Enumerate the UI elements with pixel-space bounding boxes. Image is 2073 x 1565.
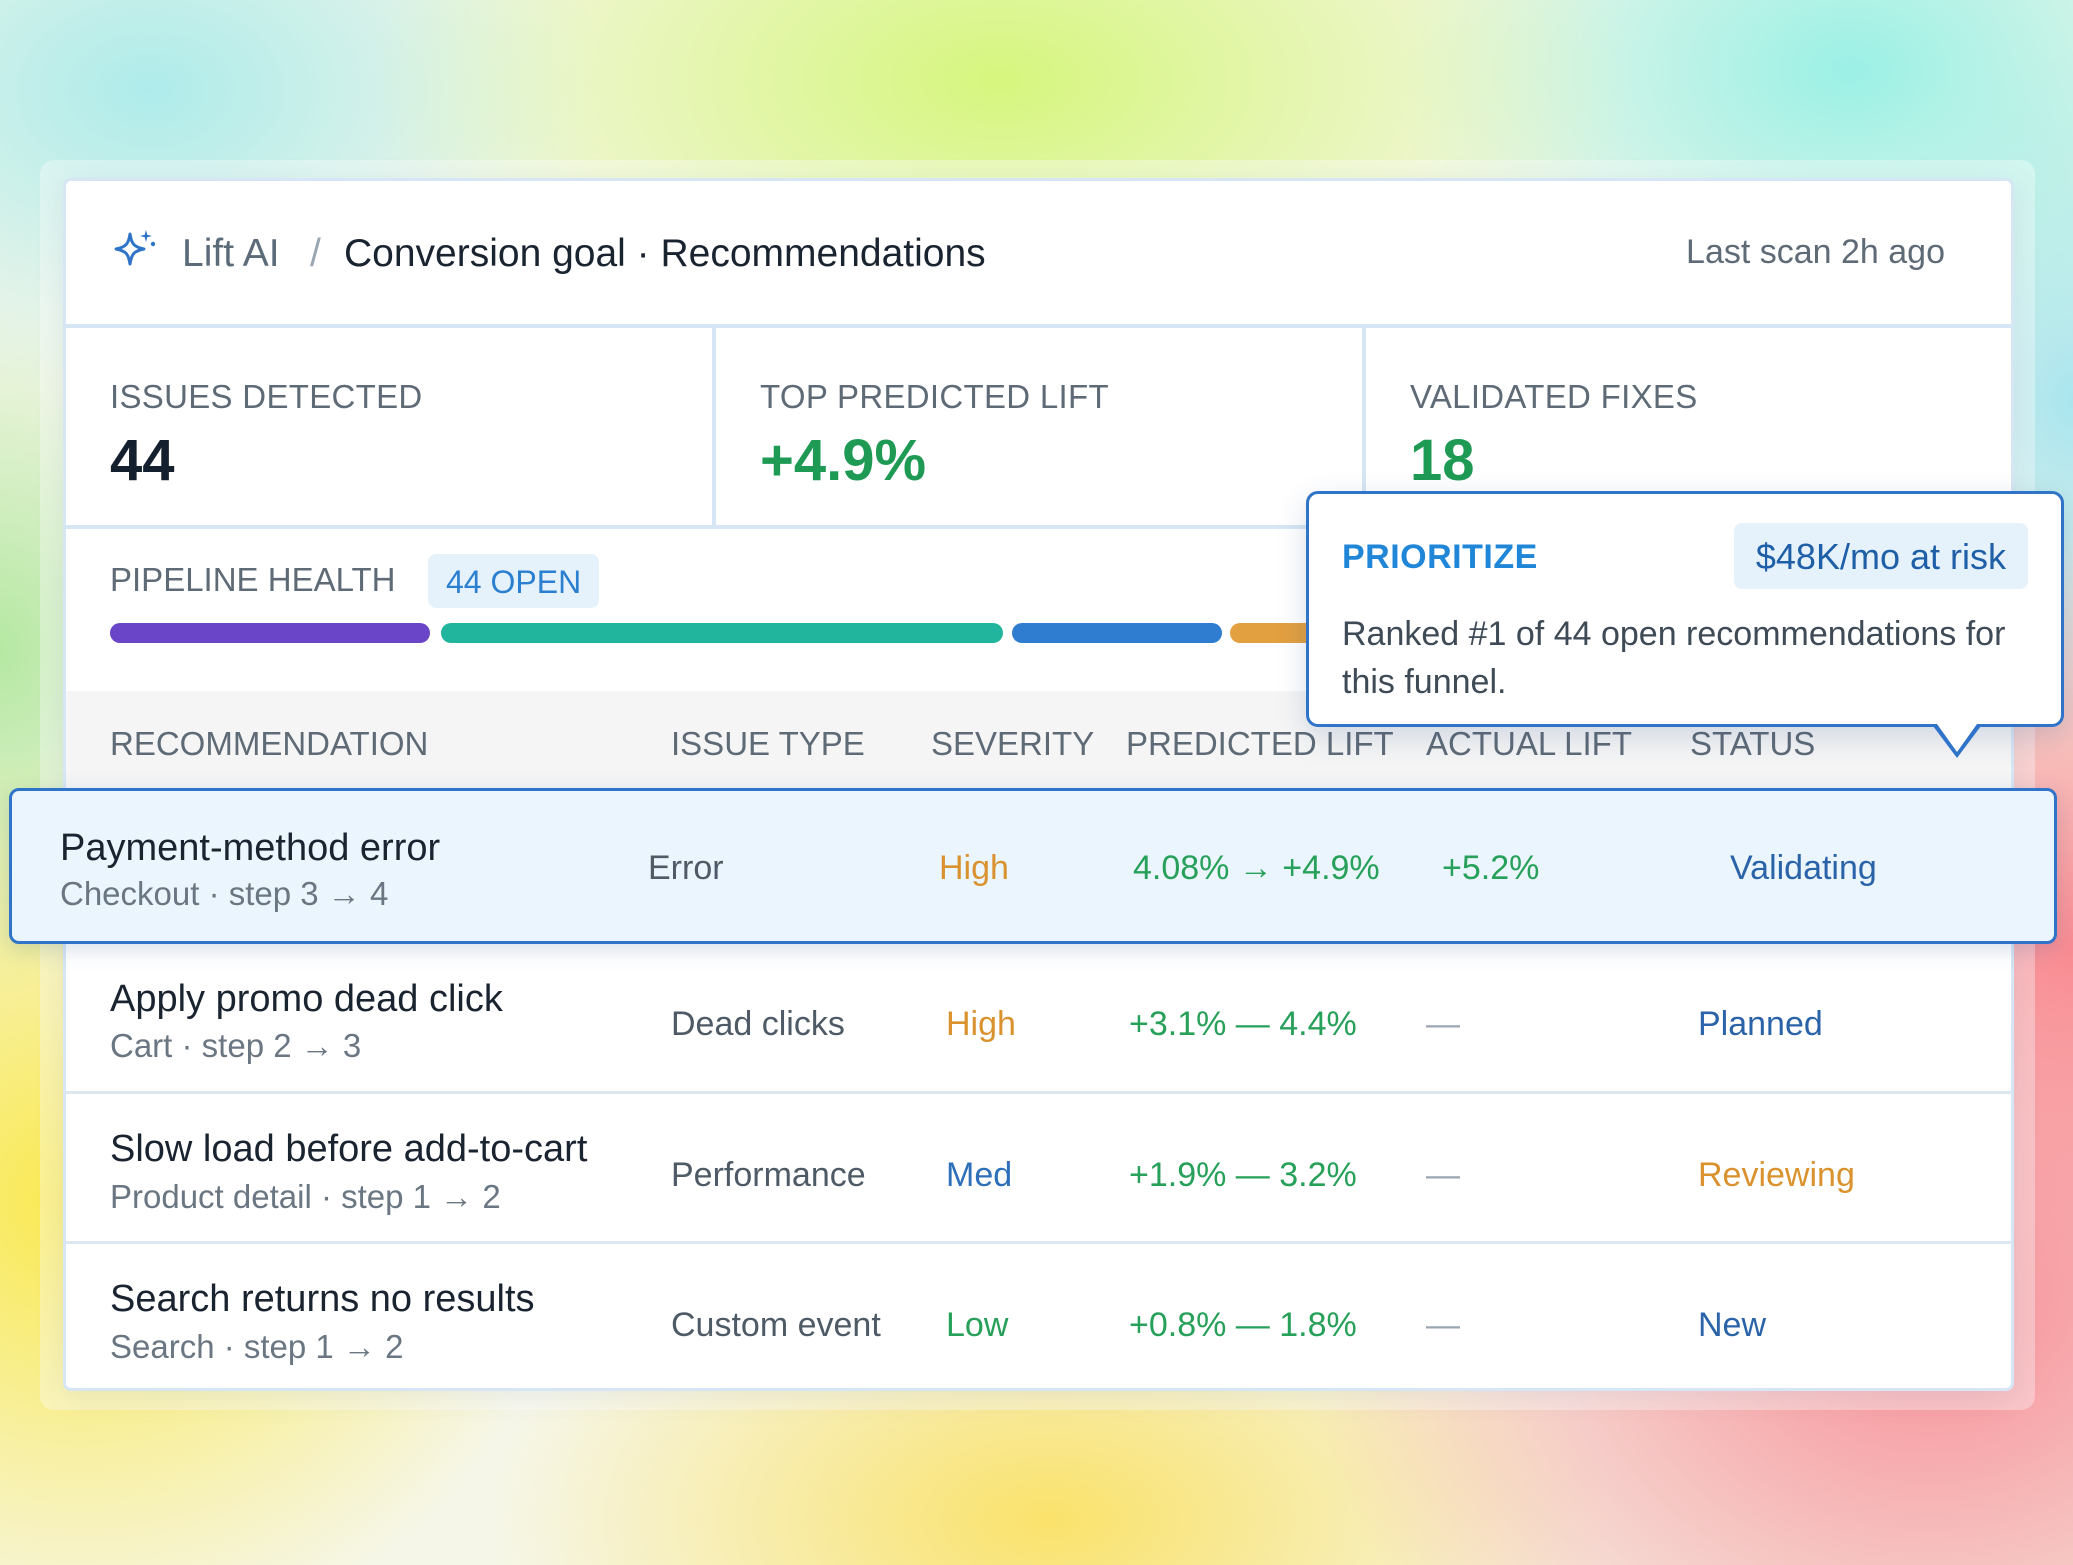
tooltip-body: Ranked #1 of 44 open recommendations for…: [1342, 615, 2006, 701]
stat-value: 18: [1410, 428, 1475, 493]
predicted-lift: +3.1% — 4.4%: [1129, 1005, 1357, 1043]
severity-label: Med: [946, 1156, 1013, 1194]
predicted-lift: +1.9% — 3.2%: [1129, 1156, 1357, 1194]
breadcrumb-separator: /: [310, 232, 321, 275]
header-bar: Lift AI / Conversion goal · Recommendati…: [66, 181, 2011, 324]
actual-lift: +5.2%: [1442, 849, 1540, 887]
stats-divider: [66, 525, 2011, 529]
predicted-lift: +0.8% — 1.8%: [1129, 1306, 1357, 1344]
recommendation-step: Product detail · step 1 → 2: [110, 1178, 501, 1215]
recommendation-step: Checkout · step 3 → 4: [60, 875, 389, 912]
stat-top-predicted-lift: TOP PREDICTED LIFT +4.9%: [716, 328, 1362, 525]
pipeline-segment: [110, 623, 430, 643]
predicted-lift: 4.08% → +4.9%: [1133, 849, 1380, 887]
open-count-badge: 44 OPEN: [428, 554, 600, 608]
table-row[interactable]: Apply promo dead click Cart · step 2 → 3…: [66, 943, 2011, 1093]
severity-label: High: [939, 849, 1009, 887]
actual-lift: —: [1426, 1156, 1460, 1194]
breadcrumb-app[interactable]: Lift AI: [182, 232, 280, 275]
stat-label: ISSUES DETECTED: [110, 378, 423, 415]
pipeline-segment: [1012, 623, 1222, 643]
status-label: Planned: [1698, 1005, 1823, 1043]
severity-label: High: [946, 1005, 1016, 1043]
header-divider: [66, 324, 2011, 328]
table-row-selected[interactable]: Payment-method error Checkout · step 3 →…: [9, 788, 2057, 944]
status-label: Validating: [1730, 849, 1877, 887]
recommendation-title: Apply promo dead click: [110, 978, 503, 1020]
recommendation-title: Payment-method error: [60, 827, 441, 869]
row-divider: [66, 1091, 2011, 1094]
tooltip-pointer-fill: [1937, 724, 1977, 752]
column-header-status[interactable]: STATUS: [1690, 725, 1816, 762]
recommendation-step: Cart · step 2 → 3: [110, 1027, 362, 1064]
stat-value: 44: [110, 428, 175, 493]
recommendation-step: Search · step 1 → 2: [110, 1328, 404, 1365]
pipeline-health-label: PIPELINE HEALTH: [110, 561, 396, 598]
stat-divider: [712, 328, 716, 525]
prioritize-tooltip: PRIORITIZE $48K/mo at risk Ranked #1 of …: [1306, 491, 2064, 758]
stat-label: VALIDATED FIXES: [1410, 378, 1698, 415]
column-header-severity[interactable]: SEVERITY: [931, 725, 1095, 762]
column-header-recommendation[interactable]: RECOMMENDATION: [110, 725, 429, 762]
table-row[interactable]: Slow load before add-to-cart Product det…: [66, 1094, 2011, 1244]
severity-label: Low: [946, 1306, 1009, 1344]
recommendations-card: Lift AI / Conversion goal · Recommendati…: [63, 178, 2014, 1391]
actual-lift: —: [1426, 1005, 1460, 1043]
issue-type: Custom event: [671, 1306, 881, 1344]
revenue-at-risk-badge: $48K/mo at risk: [1733, 523, 2028, 589]
issue-type: Dead clicks: [671, 1005, 845, 1043]
recommendation-title: Search returns no results: [110, 1278, 535, 1320]
last-scan-text: Last scan 2h ago: [1686, 233, 1945, 271]
stat-value: +4.9%: [760, 428, 927, 493]
actual-lift: —: [1426, 1306, 1460, 1344]
issue-type: Performance: [671, 1156, 866, 1194]
sparkle-icon: [114, 230, 156, 266]
tooltip-title: PRIORITIZE: [1342, 538, 1538, 576]
status-label: Reviewing: [1698, 1156, 1855, 1194]
status-label: New: [1698, 1306, 1767, 1344]
stat-label: TOP PREDICTED LIFT: [760, 378, 1109, 415]
stat-divider: [1362, 328, 1366, 525]
issue-type: Error: [648, 849, 724, 887]
stat-issues-detected: ISSUES DETECTED 44: [66, 328, 712, 525]
column-header-actual-lift[interactable]: ACTUAL LIFT: [1426, 725, 1632, 762]
table-row[interactable]: Search returns no results Search · step …: [66, 1244, 2011, 1394]
pipeline-segment: [441, 623, 1003, 643]
page-title: Conversion goal · Recommendations: [344, 232, 986, 275]
column-header-predicted-lift[interactable]: PREDICTED LIFT: [1126, 725, 1394, 762]
recommendation-title: Slow load before add-to-cart: [110, 1128, 588, 1170]
stat-validated-fixes: VALIDATED FIXES 18: [1366, 328, 2011, 525]
column-header-issue-type[interactable]: ISSUE TYPE: [671, 725, 865, 762]
row-divider: [66, 1241, 2011, 1244]
